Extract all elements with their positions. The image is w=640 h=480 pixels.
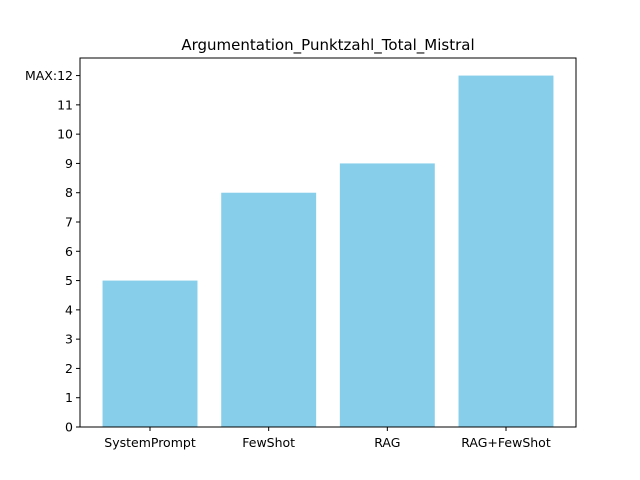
x-tick-label: RAG+FewShot bbox=[461, 435, 551, 450]
x-tick-label: FewShot bbox=[242, 435, 295, 450]
y-tick-label: 8 bbox=[65, 185, 73, 200]
y-tick-label: 5 bbox=[65, 273, 73, 288]
x-tick-label: SystemPrompt bbox=[104, 435, 196, 450]
bar-fewshot bbox=[221, 192, 317, 427]
y-tick-label: 4 bbox=[65, 302, 73, 317]
y-tick-label: 10 bbox=[57, 127, 73, 142]
chart-title: Argumentation_Punktzahl_Total_Mistral bbox=[181, 36, 474, 55]
y-tick-label: 3 bbox=[65, 332, 73, 347]
y-tick-label: 9 bbox=[65, 156, 73, 171]
x-axis: SystemPrompt FewShot RAG RAG+FewShot bbox=[104, 427, 551, 450]
bar-rag-fewshot bbox=[458, 75, 554, 428]
y-tick-label: 11 bbox=[57, 97, 73, 112]
y-tick-label: 7 bbox=[65, 215, 73, 230]
y-axis: 0 1 2 3 4 5 6 7 8 9 10 11 MAX:12 bbox=[25, 68, 80, 435]
y-tick-label: 2 bbox=[65, 361, 73, 376]
y-tick-label: MAX:12 bbox=[25, 68, 73, 83]
y-tick-label: 0 bbox=[65, 420, 73, 435]
bar-systemprompt bbox=[102, 280, 198, 427]
bar-rag bbox=[339, 163, 435, 427]
y-tick-label: 6 bbox=[65, 244, 73, 259]
x-tick-label: RAG bbox=[374, 435, 400, 450]
plot-frame bbox=[79, 57, 577, 428]
bars-group bbox=[102, 75, 554, 428]
y-tick-label: 1 bbox=[65, 390, 73, 405]
